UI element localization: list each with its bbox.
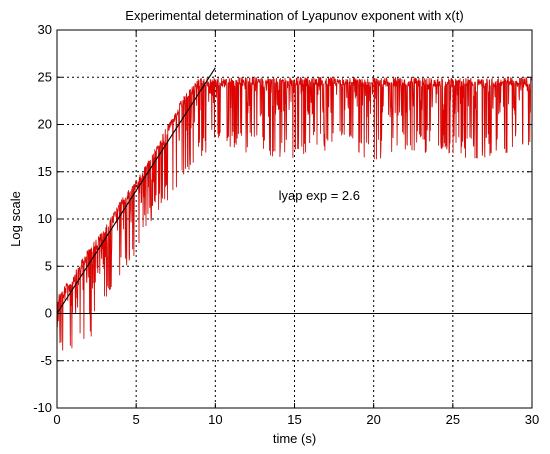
chart-title: Experimental determination of Lyapunov e… bbox=[125, 8, 463, 23]
x-tick-label: 15 bbox=[287, 412, 301, 427]
x-tick-label: 10 bbox=[208, 412, 222, 427]
x-tick-label: 0 bbox=[53, 412, 60, 427]
y-tick-label: 0 bbox=[45, 306, 52, 321]
y-tick-label: 15 bbox=[38, 164, 52, 179]
lyapunov-annotation: lyap exp = 2.6 bbox=[279, 188, 360, 203]
x-axis-label: time (s) bbox=[273, 431, 316, 446]
data-series bbox=[56, 67, 533, 351]
x-tick-label: 30 bbox=[525, 412, 539, 427]
y-axis-label: Log scale bbox=[8, 191, 23, 247]
fit-line bbox=[56, 67, 216, 314]
noisy-series-line bbox=[56, 76, 533, 351]
x-tick-label: 25 bbox=[446, 412, 460, 427]
x-tick-label: 20 bbox=[366, 412, 380, 427]
y-tick-label: 20 bbox=[38, 117, 52, 132]
y-tick-label: 25 bbox=[38, 69, 52, 84]
y-tick-label: 10 bbox=[38, 211, 52, 226]
y-tick-label: -5 bbox=[40, 353, 52, 368]
y-tick-label: -10 bbox=[33, 400, 52, 415]
y-tick-label: 5 bbox=[45, 258, 52, 273]
x-tick-label: 5 bbox=[133, 412, 140, 427]
ticks: 0 5 10 15 20 25 30 -10 -5 0 5 10 15 20 25 30 bbox=[33, 22, 539, 427]
y-tick-label: 30 bbox=[38, 22, 52, 37]
